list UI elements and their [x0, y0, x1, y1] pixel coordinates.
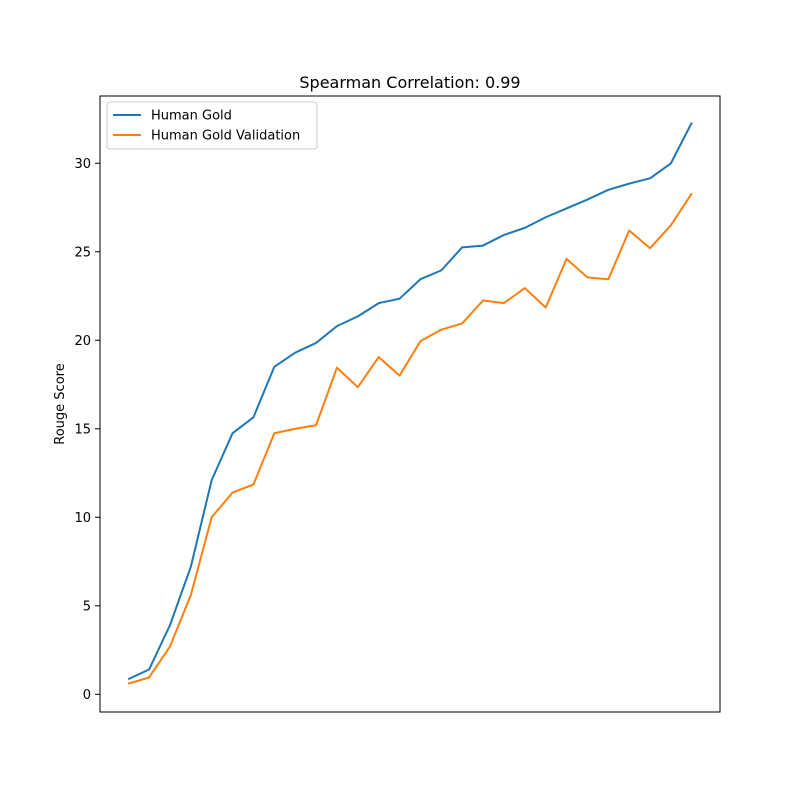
- series-line-human-gold: [127, 122, 693, 681]
- y-tick-label: 25: [74, 245, 91, 260]
- chart-title: Spearman Correlation: 0.99: [299, 73, 520, 92]
- legend-box: [106, 101, 318, 150]
- y-axis-label: Rouge Score: [53, 363, 68, 444]
- y-tick-label: 5: [83, 599, 91, 614]
- y-tick-label: 15: [74, 422, 91, 437]
- y-tick-label: 20: [74, 334, 91, 349]
- y-tick-label: 0: [83, 688, 91, 703]
- series-layer: [127, 122, 693, 685]
- legend-label-human-gold: Human Gold: [151, 109, 232, 124]
- y-tick-label: 10: [74, 511, 91, 526]
- y-tick-label: 30: [74, 157, 91, 172]
- legend-label-human-gold-validation: Human Gold Validation: [151, 129, 300, 144]
- y-axis: 0 5 10 15 20 25 30: [74, 157, 100, 703]
- legend: Human Gold Human Gold Validation: [106, 101, 318, 150]
- series-line-human-gold-validation: [127, 192, 693, 685]
- plot-frame: [99, 95, 721, 713]
